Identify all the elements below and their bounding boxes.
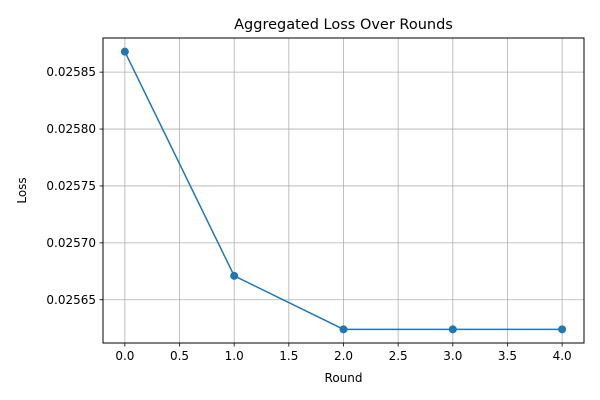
chart-title: Aggregated Loss Over Rounds: [234, 17, 453, 33]
y-tick-label: 0.02565: [46, 293, 96, 307]
x-tick-label: 2.5: [389, 349, 408, 363]
x-tick-label: 0.0: [115, 349, 134, 363]
y-tick-label: 0.02580: [46, 122, 96, 136]
y-tick-label: 0.02585: [46, 65, 96, 79]
y-tick-label: 0.02575: [46, 179, 96, 193]
data-point: [339, 325, 348, 334]
x-tick-label: 0.5: [170, 349, 189, 363]
data-point: [448, 325, 457, 334]
y-tick-label: 0.02570: [46, 236, 96, 250]
data-point: [558, 325, 567, 334]
series-layer: [120, 47, 567, 334]
data-point: [120, 47, 129, 56]
grid: [103, 38, 584, 343]
x-tick-label: 1.5: [279, 349, 298, 363]
x-tick-label: 3.5: [498, 349, 517, 363]
data-point: [230, 271, 239, 280]
y-axis-label: Loss: [15, 177, 29, 203]
x-tick-label: 1.0: [225, 349, 244, 363]
x-tick-label: 2.0: [334, 349, 353, 363]
x-axis-label: Round: [325, 371, 363, 385]
axis-ticks: 0.0 0.5 1.0 1.5 2.0 2.5 3.0 3.5 4.0 0.02565 0.0257…: [46, 65, 571, 363]
x-tick-label: 4.0: [553, 349, 572, 363]
x-tick-label: 3.0: [443, 349, 462, 363]
